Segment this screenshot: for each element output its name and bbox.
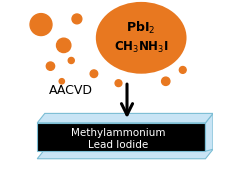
- Circle shape: [56, 38, 71, 53]
- Circle shape: [90, 70, 98, 77]
- Circle shape: [68, 57, 74, 64]
- Text: CH$_3$NH$_3$I: CH$_3$NH$_3$I: [114, 40, 169, 55]
- Circle shape: [59, 79, 64, 84]
- Circle shape: [115, 80, 122, 87]
- Text: Lead Iodide: Lead Iodide: [88, 140, 149, 149]
- Circle shape: [179, 67, 186, 73]
- Ellipse shape: [96, 2, 187, 74]
- Text: Methylammonium: Methylammonium: [71, 128, 166, 138]
- Text: PbI$_2$: PbI$_2$: [126, 20, 156, 36]
- Polygon shape: [205, 113, 213, 151]
- Text: AACVD: AACVD: [49, 84, 93, 97]
- Circle shape: [30, 14, 52, 36]
- Polygon shape: [37, 123, 205, 151]
- Polygon shape: [37, 113, 213, 123]
- Circle shape: [72, 14, 82, 24]
- Polygon shape: [37, 149, 213, 159]
- Circle shape: [46, 62, 55, 70]
- Circle shape: [162, 77, 170, 85]
